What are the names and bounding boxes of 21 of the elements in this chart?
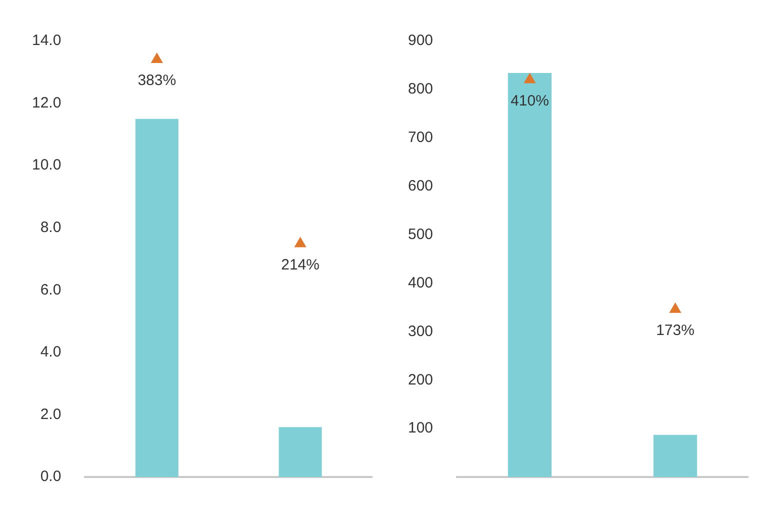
y-tick-label: 400	[408, 274, 434, 292]
y-tick-label: 800	[408, 80, 434, 98]
data-label: 410%	[510, 92, 549, 110]
y-tick-label: 700	[408, 129, 434, 146]
data-label: 383%	[138, 72, 176, 90]
data-label: 173%	[656, 322, 694, 340]
data-label: 214%	[281, 256, 320, 274]
y-tick-label: 12.0	[32, 94, 62, 112]
y-tick-label: 8.0	[40, 219, 62, 236]
y-tick-label: 0.0	[40, 468, 62, 486]
y-tick-label: 6.0	[40, 281, 62, 298]
y-tick-label: 300	[408, 322, 434, 340]
y-tick-label: 10.0	[32, 156, 62, 174]
y-tick-label: 200	[408, 371, 434, 388]
y-tick-label: 900	[408, 32, 434, 50]
y-tick-label: 500	[408, 226, 434, 243]
y-tick-label: 100	[408, 420, 434, 437]
y-tick-label: 4.0	[40, 344, 62, 361]
y-tick-label: 600	[408, 177, 434, 194]
y-tick-label: 14.0	[32, 32, 62, 50]
y-tick-label: 2.0	[40, 406, 62, 423]
